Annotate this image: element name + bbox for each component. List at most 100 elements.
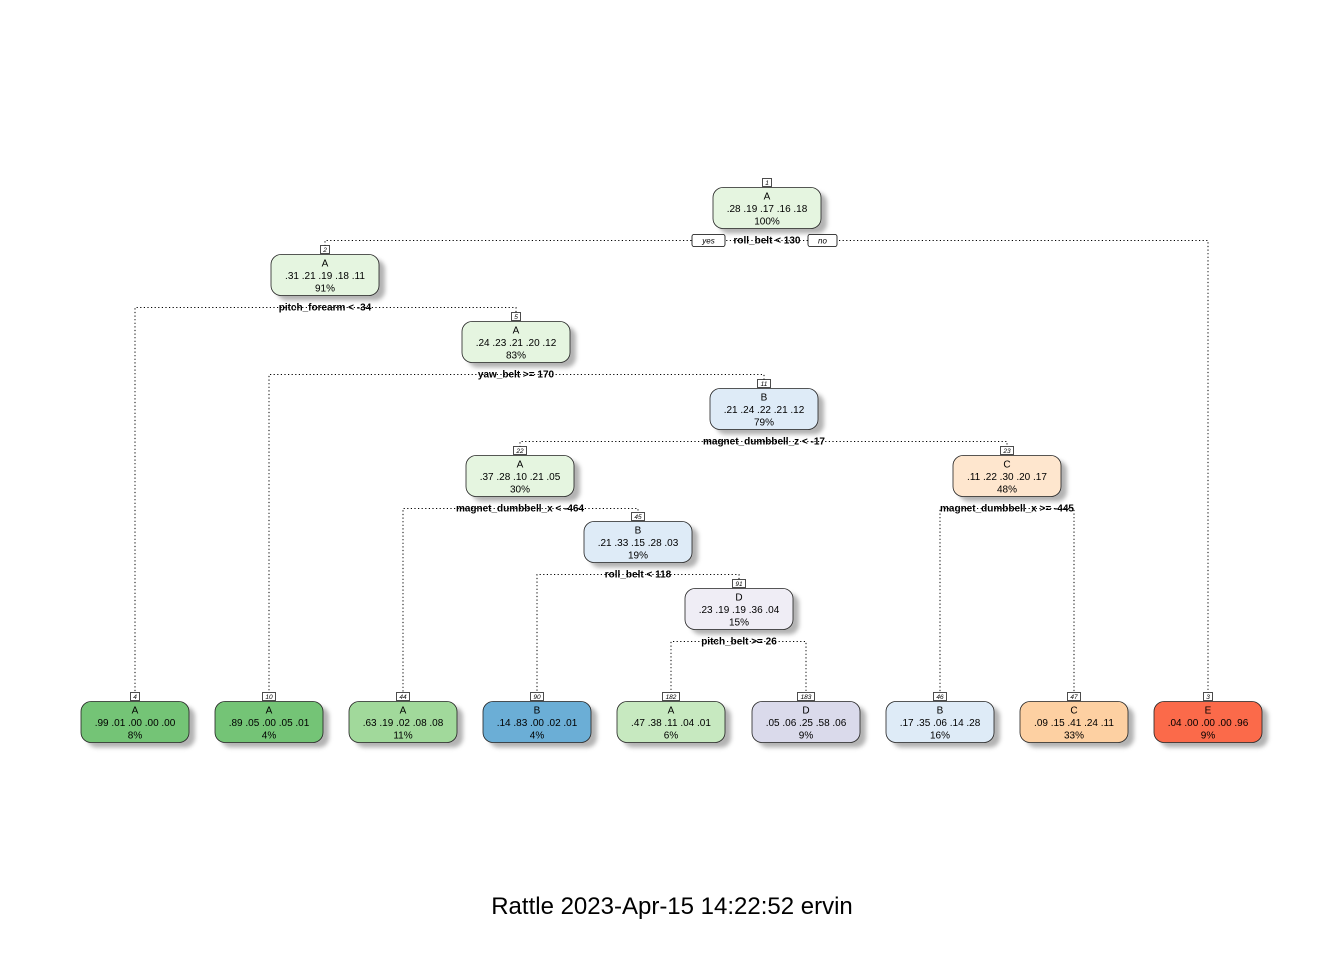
node-probs: .89 .05 .00 .05 .01	[229, 718, 310, 729]
node-class: E	[1205, 706, 1212, 717]
node-pct: 100%	[754, 217, 780, 228]
node-class: A	[400, 706, 407, 717]
node-box	[1153, 701, 1263, 743]
edge-no	[325, 307, 517, 314]
node-probs: .09 .15 .41 .24 .11	[1034, 718, 1114, 729]
node-number: 47	[1070, 694, 1078, 701]
node-number-tag	[513, 446, 527, 455]
node-pct: 9%	[1201, 731, 1216, 742]
node-number-tag	[130, 692, 140, 701]
node-number-tag	[757, 379, 771, 388]
node-class: A	[764, 192, 771, 203]
node-box	[461, 321, 571, 363]
node-class: B	[937, 706, 944, 717]
node-class: A	[517, 460, 524, 471]
node-class: A	[266, 706, 273, 717]
node-number: 1	[765, 180, 769, 187]
edge-yes	[670, 641, 739, 694]
edge-yes	[402, 508, 520, 694]
node-class: A	[322, 259, 329, 270]
node-number-tag	[797, 692, 815, 701]
tree-node-90: 90 B.14 .83 .00 .02 .01 4%	[482, 692, 597, 748]
no-tag: no	[818, 237, 827, 246]
node-pct: 4%	[530, 731, 545, 742]
node-box	[952, 455, 1062, 497]
node-class: B	[534, 706, 541, 717]
node-pct: 79%	[754, 418, 774, 429]
node-number-tag	[662, 692, 680, 701]
yes-no-tags: yes no	[691, 234, 838, 247]
node-pct: 83%	[506, 351, 526, 362]
node-box	[270, 254, 380, 296]
node-class: B	[761, 393, 768, 404]
split-label: magnet_dumbbell_x < -464	[456, 504, 585, 515]
node-number-tag	[1000, 446, 1014, 455]
node-probs: .14 .83 .00 .02 .01	[497, 718, 578, 729]
node-box	[751, 701, 861, 743]
caption: Rattle 2023-Apr-15 14:22:52 ervin	[491, 893, 853, 920]
node-probs: .37 .28 .10 .21 .05	[480, 472, 561, 483]
tree-node-183: 183 D.05 .06 .25 .58 .06 9%	[751, 692, 866, 748]
node-probs: .21 .24 .22 .21 .12	[724, 405, 805, 416]
node-pct: 8%	[128, 731, 143, 742]
tree-node-1: 1 A.28 .19 .17 .16 .18 100% roll_belt < 130	[712, 178, 827, 247]
node-box	[214, 701, 324, 743]
node-probs: .04 .00 .00 .00 .96	[1168, 718, 1249, 729]
node-box	[684, 588, 794, 630]
edge-yes	[134, 307, 325, 694]
tree-node-45: 45 B.21 .33 .15 .28 .03 19% roll_belt < 118	[583, 512, 698, 581]
tree-node-23: 23 C.11 .22 .30 .20 .17 48% magnet_dumbbell…	[940, 446, 1074, 515]
node-number-tag	[530, 692, 544, 701]
edge-yes	[268, 374, 516, 694]
node-number-tag	[1067, 692, 1081, 701]
node-number: 91	[735, 581, 743, 588]
node-number-tag	[732, 579, 746, 588]
node-box	[482, 701, 592, 743]
node-pct: 11%	[393, 731, 412, 742]
node-number-tag	[762, 178, 772, 187]
node-box	[1019, 701, 1129, 743]
edge-yes	[536, 574, 638, 694]
split-label: pitch_belt >= 26	[701, 637, 777, 648]
node-number: 10	[265, 694, 273, 701]
node-number: 46	[936, 694, 944, 701]
split-label: roll_belt < 118	[605, 570, 672, 581]
edge-yes	[939, 508, 1007, 694]
node-number: 5	[514, 314, 518, 321]
tree-node-4: 4 A.99 .01 .00 .00 .00 8%	[80, 692, 195, 748]
edge-no	[638, 574, 740, 581]
tree-node-3: 3 E.04 .00 .00 .00 .96 9%	[1153, 692, 1268, 748]
node-probs: .21 .33 .15 .28 .03	[598, 538, 679, 549]
node-number: 23	[1002, 448, 1011, 455]
node-box	[885, 701, 995, 743]
node-number-tag	[262, 692, 276, 701]
node-class: A	[668, 706, 675, 717]
node-pct: 15%	[729, 618, 749, 629]
node-probs: .24 .23 .21 .20 .12	[476, 338, 557, 349]
node-box	[465, 455, 575, 497]
node-number: 44	[399, 694, 407, 701]
node-class: D	[735, 593, 742, 604]
tree-node-5: 5 A.24 .23 .21 .20 .12 83% yaw_belt >= 170	[461, 312, 576, 381]
tree-node-11: 11 B.21 .24 .22 .21 .12 79% magnet_dumbbell…	[703, 379, 825, 448]
node-probs: .31 .21 .19 .18 .11	[285, 271, 365, 282]
node-number-tag	[320, 245, 330, 254]
split-label: yaw_belt >= 170	[478, 370, 555, 381]
tree-node-22: 22 A.37 .28 .10 .21 .05 30% magnet_dumbbell…	[456, 446, 585, 515]
node-number: 22	[515, 448, 524, 455]
node-probs: .28 .19 .17 .16 .18	[727, 204, 808, 215]
node-number: 3	[1206, 694, 1210, 701]
node-number-tag	[631, 512, 645, 521]
tree-node-47: 47 C.09 .15 .41 .24 .11 33%	[1019, 692, 1134, 748]
node-probs: .99 .01 .00 .00 .00	[95, 718, 176, 729]
node-number: 90	[533, 694, 541, 701]
node-class: A	[132, 706, 139, 717]
node-number: 2	[322, 247, 327, 254]
node-pct: 16%	[930, 731, 950, 742]
node-class: C	[1003, 460, 1010, 471]
node-pct: 91%	[315, 284, 335, 295]
node-class: D	[802, 706, 809, 717]
node-box	[712, 187, 822, 229]
node-class: C	[1070, 706, 1077, 717]
